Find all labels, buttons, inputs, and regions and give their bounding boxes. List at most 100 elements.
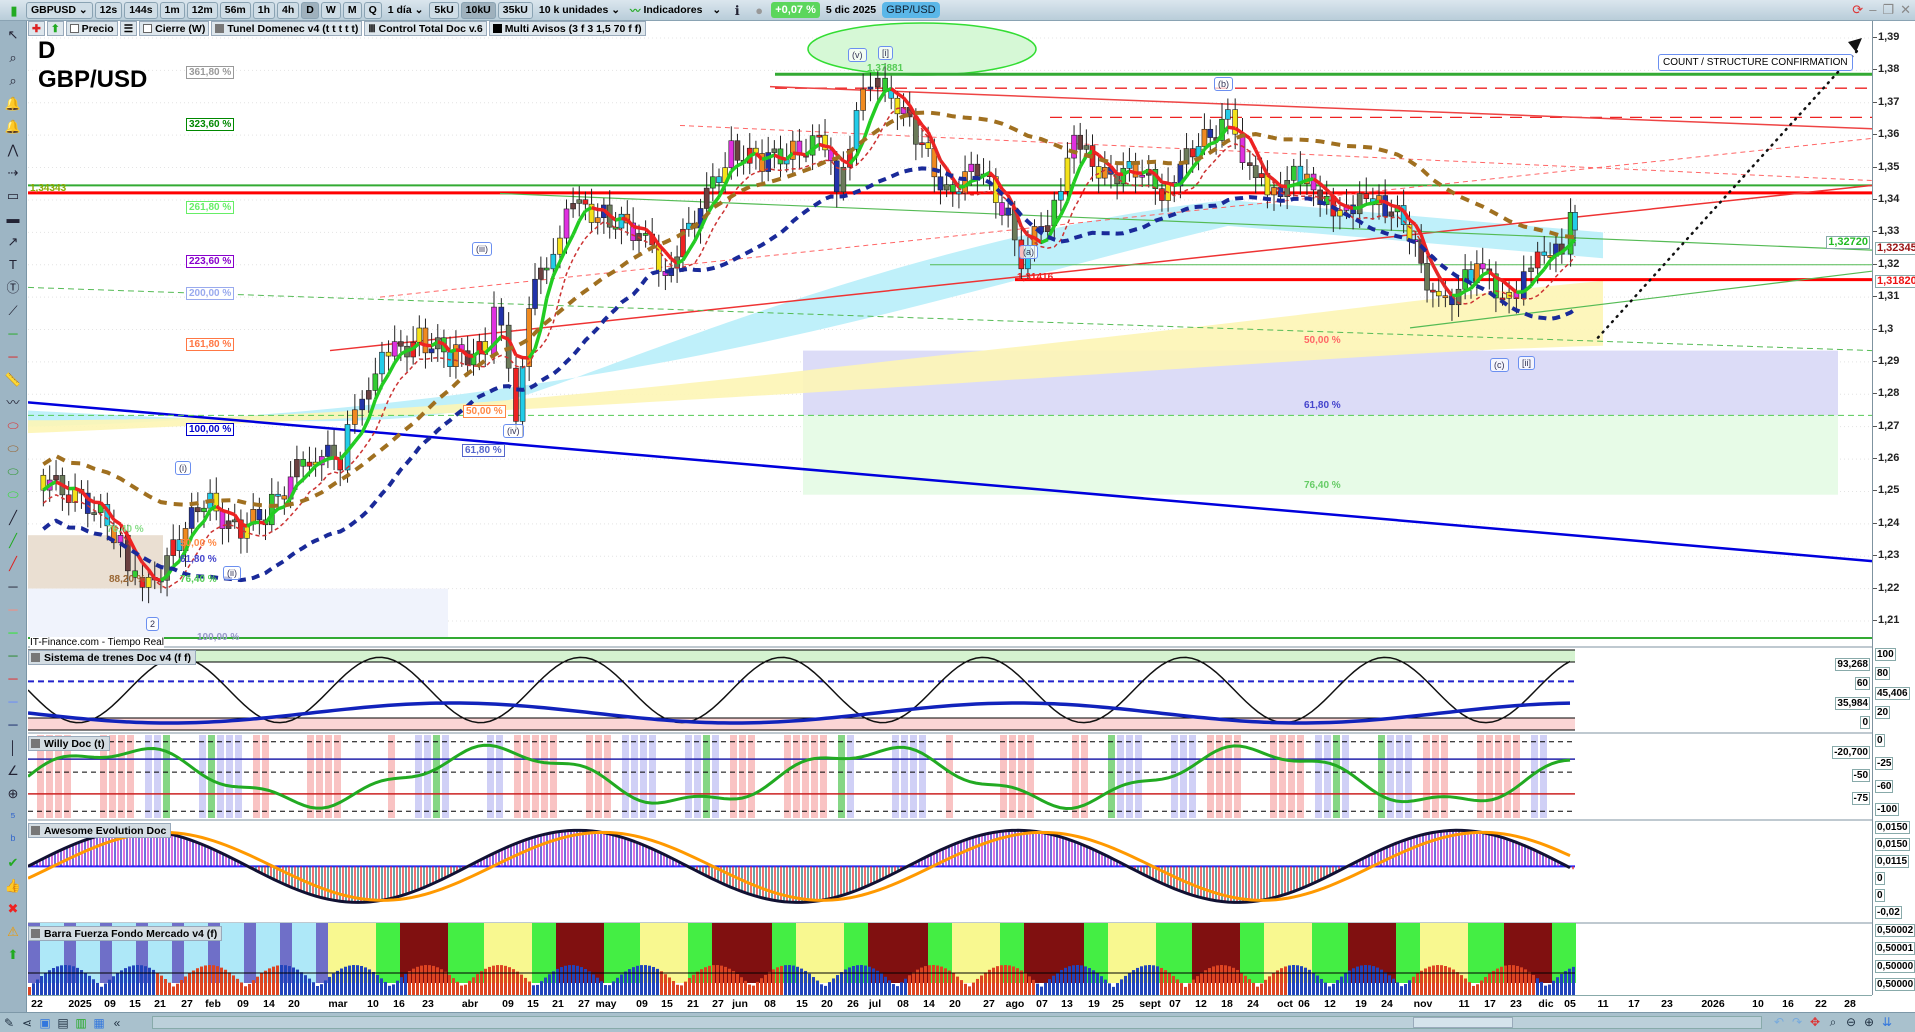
fib-label[interactable]: 100,00 %: [186, 423, 235, 436]
checkbox[interactable]: [69, 24, 79, 33]
panel-axis-label[interactable]: -75: [1851, 791, 1870, 805]
fib-label[interactable]: 261,80 %: [186, 201, 235, 214]
zoom-area-icon[interactable]: ⌕: [9, 73, 17, 88]
fib-label[interactable]: 200,00 %: [186, 287, 235, 300]
wave-label[interactable]: (ii): [223, 566, 241, 580]
hline-black-icon[interactable]: ─: [8, 579, 18, 594]
rectangle-icon[interactable]: ▭: [6, 188, 20, 203]
zoom-icon[interactable]: ⌕: [9, 50, 17, 65]
legend-tunel[interactable]: Tunel Domenec v4 (t t t t t): [211, 21, 363, 36]
panel-axis-label[interactable]: 0: [1875, 734, 1885, 747]
timeframe-1h[interactable]: 1h: [252, 1, 276, 19]
legend-control-total[interactable]: Ⅲ Control Total Doc v.6: [364, 21, 487, 36]
fib-label-small[interactable]: 76,40 %: [180, 574, 217, 585]
ellipse-red-icon[interactable]: ⬭: [7, 418, 19, 433]
units-5kU[interactable]: 5kU: [429, 1, 459, 19]
ellipse-lime-icon[interactable]: ⬭: [7, 487, 19, 502]
period-select[interactable]: 1 día ⌄: [387, 4, 424, 16]
panel-axis-label[interactable]: 45,406: [1875, 686, 1910, 700]
crosshair-icon[interactable]: ✥: [1809, 1015, 1821, 1029]
alert-icon[interactable]: 🔔: [4, 119, 22, 134]
hline-red-icon[interactable]: ─: [8, 349, 18, 364]
wave-label[interactable]: [ii]: [1518, 356, 1535, 370]
fib-tool-icon[interactable]: ⋀: [7, 142, 19, 157]
panel-header[interactable]: Sistema de trenes Doc v4 (f f): [28, 650, 197, 665]
indicators-dropdown[interactable]: ⌄: [712, 4, 722, 16]
vline-icon[interactable]: │: [8, 740, 18, 755]
hline-navy-icon[interactable]: ─: [8, 717, 18, 732]
window-icon[interactable]: ▦: [93, 1015, 105, 1030]
indicators-button[interactable]: 〰 Indicadores: [626, 2, 706, 19]
checkbox[interactable]: [143, 24, 153, 33]
panel-axis-label[interactable]: 0: [1875, 889, 1885, 902]
fib-label[interactable]: 323,60 %: [186, 118, 235, 131]
panel-axis-label[interactable]: 0,50000: [1875, 978, 1915, 991]
text-bubble-icon[interactable]: Ⓣ: [6, 280, 20, 295]
zoom-fit-icon[interactable]: ⌕: [1829, 1015, 1837, 1029]
fib-label[interactable]: 61,80 %: [462, 444, 505, 457]
fib-label-small[interactable]: 100,00 %: [197, 632, 240, 643]
panel-header[interactable]: Willy Doc (t): [28, 736, 110, 751]
fib-label-small[interactable]: 61,80 %: [180, 554, 217, 565]
wave-label[interactable]: (iii): [472, 242, 492, 256]
arrow-up-icon[interactable]: ⬆: [7, 947, 19, 962]
price-label[interactable]: 1,31820: [1875, 275, 1915, 288]
fib-label[interactable]: 50,00 %: [463, 405, 506, 418]
fib-label-small[interactable]: 50,00 %: [180, 538, 217, 549]
panel-header[interactable]: Barra Fuerza Fondo Mercado v4 (f): [28, 926, 223, 941]
hline-darkgreen-icon[interactable]: ─: [8, 648, 18, 663]
fib-label[interactable]: 223,60 %: [186, 255, 235, 268]
panel-axis-label[interactable]: 0,50002: [1875, 924, 1915, 937]
hline-lime-icon[interactable]: ─: [8, 625, 18, 640]
wave-label[interactable]: [i]: [878, 46, 894, 60]
panel-axis-label[interactable]: -50: [1851, 768, 1870, 782]
panel-axis-label[interactable]: 0: [1860, 716, 1870, 729]
units-select[interactable]: 10 k unidades ⌄: [538, 4, 621, 16]
undo-icon[interactable]: ↶: [1773, 1015, 1785, 1029]
panel-header[interactable]: Awesome Evolution Doc: [28, 823, 172, 838]
abc-count-icon[interactable]: ᵇ: [10, 832, 16, 847]
alert-edit-icon[interactable]: 🔔: [4, 96, 22, 111]
panel-axis-label[interactable]: 35,984: [1835, 696, 1870, 710]
text-icon[interactable]: T: [9, 257, 17, 272]
panel-axis-label[interactable]: -0,02: [1875, 906, 1902, 919]
timeframe-M[interactable]: M: [342, 1, 362, 19]
panel-axis-label[interactable]: -60: [1875, 780, 1894, 793]
report-icon[interactable]: ▤: [57, 1015, 69, 1030]
panel-axis-label[interactable]: 100: [1875, 648, 1896, 661]
units-10kU[interactable]: 10kU: [460, 1, 496, 19]
segment-icon[interactable]: ⟋: [8, 303, 18, 318]
wave-label[interactable]: (iv): [503, 424, 524, 438]
wave-label[interactable]: (c): [1490, 358, 1509, 372]
wave-label[interactable]: (v): [848, 48, 867, 62]
close-icon[interactable]: ✕: [1900, 2, 1911, 17]
timeframe-D[interactable]: D: [301, 1, 319, 19]
chat-icon[interactable]: ▣: [39, 1015, 51, 1030]
columns-icon[interactable]: ▥: [75, 1015, 87, 1030]
date-axis[interactable]: 22 2025 09 15 21 27 feb 09 14 20 mar 10 16 23 abr 09 15 2…: [28, 995, 1872, 1012]
ellipse-green-icon[interactable]: ⬭: [7, 464, 19, 479]
info-icon[interactable]: ℹ: [734, 2, 740, 18]
angle-icon[interactable]: ∠: [7, 763, 19, 778]
price-chart[interactable]: [28, 21, 1872, 995]
symbol-select[interactable]: GBPUSD ⌄: [26, 1, 93, 19]
timeframe-Q[interactable]: Q: [363, 1, 382, 19]
thumb-up-icon[interactable]: 👍: [4, 878, 22, 893]
ellipse-brown-icon[interactable]: ⬭: [7, 441, 19, 456]
fib-label[interactable]: 161,80 %: [186, 338, 235, 351]
timeframe-144s[interactable]: 144s: [124, 1, 158, 19]
warning-icon[interactable]: ⚠: [7, 924, 19, 939]
check-icon[interactable]: ✔: [7, 855, 19, 870]
wave-label[interactable]: (i): [175, 461, 191, 475]
rect-filled-icon[interactable]: ▬: [6, 211, 20, 226]
panel-axis-label[interactable]: 0,0150: [1875, 821, 1910, 834]
minimize-icon[interactable]: –: [1869, 2, 1877, 17]
timeframe-12s[interactable]: 12s: [94, 1, 123, 19]
list-icon[interactable]: ☰: [119, 21, 138, 36]
scale-icon[interactable]: ⇊: [1881, 1015, 1893, 1029]
structure-note[interactable]: COUNT / STRUCTURE CONFIRMATION: [1658, 54, 1853, 71]
timeframe-12m[interactable]: 12m: [186, 1, 218, 19]
line-black-icon[interactable]: ╱: [9, 510, 17, 525]
panel-axis-label[interactable]: 0,0115: [1875, 855, 1910, 868]
timeframe-1m[interactable]: 1m: [159, 1, 185, 19]
